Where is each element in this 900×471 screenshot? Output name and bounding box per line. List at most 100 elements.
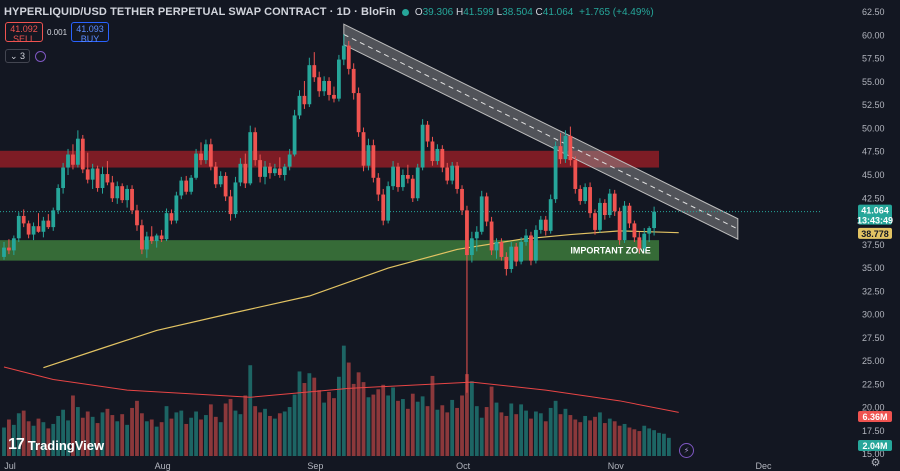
x-tick-label: Jul <box>4 461 16 471</box>
candle-body <box>228 196 233 215</box>
candle-body <box>297 95 302 116</box>
close-value: 41.064 <box>542 6 574 18</box>
candle-body <box>277 168 282 175</box>
candle-body <box>154 235 159 242</box>
candle-body <box>16 215 21 239</box>
volume-bar <box>440 405 445 456</box>
candle-body <box>509 246 514 270</box>
candle-body <box>140 225 144 250</box>
ma-value-text: 38.778 <box>861 229 889 239</box>
candle-body <box>120 186 125 201</box>
candle-body <box>312 65 317 78</box>
volume-bar <box>337 376 341 456</box>
indicators-toggle[interactable]: ⌄ 3 <box>5 49 47 63</box>
candle-body <box>548 199 553 231</box>
candle-body <box>391 166 395 187</box>
volume-bar <box>558 414 563 456</box>
candle-body <box>341 45 346 60</box>
candle-body <box>405 174 410 179</box>
candle-body <box>543 219 548 231</box>
volume-value-text: 2.04M <box>862 441 887 451</box>
volume-bar <box>356 372 361 456</box>
volume-bar <box>277 413 282 456</box>
volume-bar <box>607 418 612 456</box>
symbol-title[interactable]: HYPERLIQUID/USD TETHER PERPETUAL SWAP CO… <box>4 6 396 18</box>
candle-body <box>558 146 563 160</box>
x-tick-label: Sep <box>307 461 323 471</box>
candle-body <box>356 93 361 133</box>
y-tick-label: 17.50 <box>862 426 885 436</box>
candle-body <box>637 237 642 249</box>
candle-body <box>95 168 100 189</box>
volume-bar <box>622 423 627 456</box>
sell-button[interactable]: 41.092 SELL <box>5 22 43 44</box>
candle-body <box>361 132 366 166</box>
volume-bar <box>218 422 223 456</box>
candle-body <box>61 167 65 189</box>
gear-icon[interactable]: ⚙ <box>870 457 881 469</box>
candle-body <box>494 242 499 251</box>
candle-body <box>46 220 51 228</box>
eye-icon[interactable] <box>35 50 47 62</box>
volume-bar <box>41 422 46 456</box>
volume-bar <box>2 427 6 456</box>
y-tick-label: 52.50 <box>862 100 885 110</box>
volume-bar <box>489 386 494 456</box>
volume-bar <box>243 395 248 456</box>
close-label: C <box>535 6 543 18</box>
volume-bar <box>31 425 36 456</box>
candle-body <box>410 178 415 199</box>
candle-body <box>110 182 115 199</box>
volume-bar <box>534 411 538 456</box>
volume-bar <box>666 437 671 456</box>
volume-bar <box>346 362 351 456</box>
candle-body <box>179 180 184 196</box>
volume-bar <box>253 406 258 456</box>
logo-text: TradingView <box>27 437 105 453</box>
candle-body <box>381 194 386 221</box>
volume-bar <box>583 415 588 456</box>
volume-bar <box>351 383 356 456</box>
candle-body <box>598 202 602 230</box>
high-label: H <box>456 6 464 18</box>
volume-bar <box>563 408 568 456</box>
volume-bar <box>504 415 509 456</box>
indicator-count[interactable]: ⌄ 3 <box>5 49 31 63</box>
volume-bar <box>164 406 169 456</box>
candle-body <box>218 175 223 185</box>
lightning-icon[interactable]: ⚡ <box>679 443 694 458</box>
candle-body <box>287 154 292 167</box>
y-tick-label: 45.00 <box>862 170 885 180</box>
candle-body <box>105 174 110 183</box>
candle-body <box>538 219 543 230</box>
candle-body <box>563 135 568 160</box>
volume-bar <box>36 418 41 456</box>
volume-bar <box>179 410 184 456</box>
candle-body <box>583 187 588 202</box>
volume-bar <box>71 395 75 456</box>
buy-button[interactable]: 41.093 BUY <box>71 22 110 44</box>
trade-panel: 41.092 SELL 0.001 41.093 BUY <box>5 22 110 44</box>
candle-body <box>632 223 637 238</box>
volume-bar <box>154 426 159 456</box>
volume-bar <box>7 419 11 456</box>
candle-body <box>130 188 134 211</box>
volume-bar <box>657 432 661 456</box>
volume-bar <box>90 416 95 456</box>
volume-bar <box>543 421 548 456</box>
candle-body <box>351 68 356 94</box>
volume-bar <box>258 412 262 456</box>
spread-value: 0.001 <box>47 27 68 37</box>
candle-body <box>223 175 228 197</box>
buy-label: BUY <box>80 34 100 44</box>
candle-body <box>366 145 371 166</box>
tradingview-logo[interactable]: 17 TradingView <box>8 436 104 454</box>
channel-midline <box>343 33 739 230</box>
volume-bar <box>617 425 622 456</box>
candle-body <box>41 220 46 232</box>
candle-body <box>435 148 440 162</box>
candle-body <box>7 247 11 251</box>
candle-body <box>302 95 307 105</box>
volume-bar <box>174 412 179 456</box>
